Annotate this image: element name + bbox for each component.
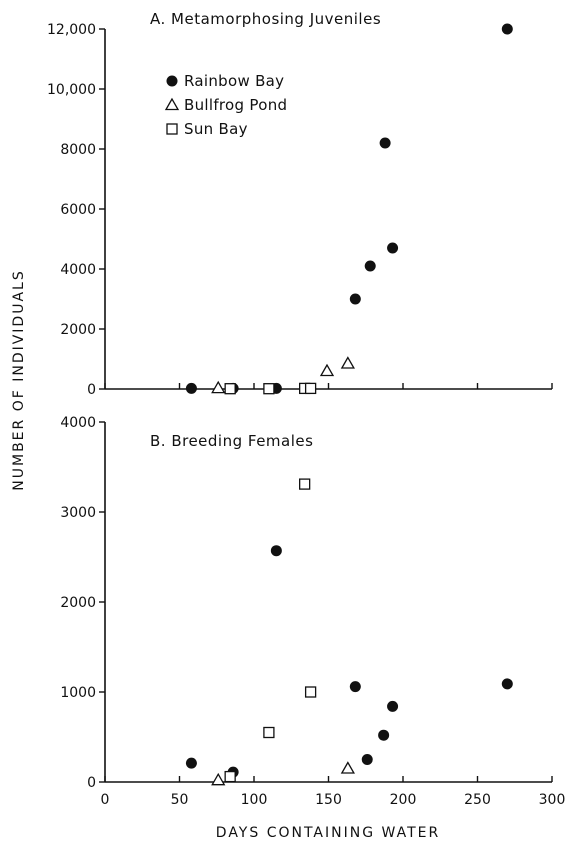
panel-b: B. Breeding Females 0 1000 2000 3000 4000 0 50…	[60, 415, 565, 808]
panel-a-point-sun-bay	[304, 382, 317, 395]
legend-label-rainbow-bay: Rainbow Bay	[184, 72, 284, 90]
legend-marker-bullfrog-pond	[164, 97, 180, 111]
panel-b-point-rainbow-bay	[361, 754, 373, 765]
panel-b-point-bullfrog-pond	[211, 772, 226, 786]
panel-b-x-tick-label: 50	[171, 792, 189, 808]
panel-b-x-tick-label: 100	[241, 792, 268, 808]
panel-a-point-rainbow-bay	[501, 23, 513, 35]
y-axis-title: NUMBER OF INDIVIDUALS	[11, 269, 27, 490]
panel-b-point-bullfrog-pond	[340, 761, 355, 774]
panel-a-y-tick-label: 10,000	[47, 82, 96, 98]
panel-a-point-bullfrog-pond	[340, 356, 355, 369]
panel-a-point-rainbow-bay	[379, 137, 391, 149]
legend-label-sun-bay: Sun Bay	[184, 120, 248, 138]
panel-b-y-tick-label: 1000	[60, 685, 96, 701]
panel-a-y-tick-label: 8000	[60, 142, 96, 158]
panel-a-point-bullfrog-pond	[319, 363, 335, 377]
panel-b-y-tick-label: 4000	[60, 415, 96, 431]
panel-b-x-tick-label: 150	[315, 792, 342, 808]
panel-a-point-rainbow-bay	[364, 260, 376, 272]
legend-marker-rainbow-bay	[166, 75, 178, 87]
panel-b-y-tick-label: 0	[87, 775, 96, 791]
panel-b-x-tick-label: 300	[539, 792, 566, 808]
panel-a-legend: Rainbow Bay Bullfrog Pond Sun Bay	[164, 72, 287, 138]
panel-a-y-tick-label: 6000	[60, 202, 96, 218]
panel-a-y-tick-label: 0	[87, 382, 96, 398]
x-axis-title: DAYS CONTAINING WATER	[216, 825, 440, 841]
panel-a-y-tick-label: 2000	[60, 322, 96, 338]
panel-b-x-tick-label: 200	[390, 792, 417, 808]
panel-b-x-tick-label: 0	[101, 792, 110, 808]
panel-b-y-tick-label: 2000	[60, 595, 96, 611]
legend-label-bullfrog-pond: Bullfrog Pond	[184, 96, 287, 114]
panel-a-point-rainbow-bay	[387, 242, 399, 254]
panel-b-point-sun-bay	[304, 686, 317, 698]
panel-b-y-tick-label: 3000	[60, 505, 96, 521]
panel-b-point-rainbow-bay	[270, 545, 282, 557]
panel-a-point-bullfrog-pond	[211, 380, 226, 394]
panel-b-point-rainbow-bay	[185, 757, 197, 769]
panel-a-point-sun-bay	[263, 383, 275, 395]
panel-b-point-sun-bay	[299, 478, 311, 490]
panel-b-point-rainbow-bay	[387, 700, 399, 712]
panel-b-point-rainbow-bay	[501, 678, 513, 690]
panel-b-point-sun-bay	[224, 770, 236, 783]
panel-b-point-rainbow-bay	[349, 681, 361, 693]
panel-a: A. Metamorphosing Juveniles 0 2000 4000 600…	[47, 10, 553, 398]
panel-b-x-tick-label: 250	[464, 792, 491, 808]
panel-a-point-sun-bay	[224, 383, 236, 395]
panel-a-point-rainbow-bay	[349, 293, 361, 305]
panel-a-y-tick-label: 12,000	[47, 22, 96, 38]
panel-b-point-sun-bay	[263, 726, 275, 739]
panel-b-point-rainbow-bay	[378, 729, 390, 741]
panel-a-title: A. Metamorphosing Juveniles	[150, 10, 381, 28]
panel-a-point-rainbow-bay	[185, 382, 197, 394]
panel-a-y-tick-label: 4000	[60, 262, 96, 278]
panel-b-title: B. Breeding Females	[150, 432, 313, 450]
legend-marker-sun-bay	[166, 123, 178, 135]
